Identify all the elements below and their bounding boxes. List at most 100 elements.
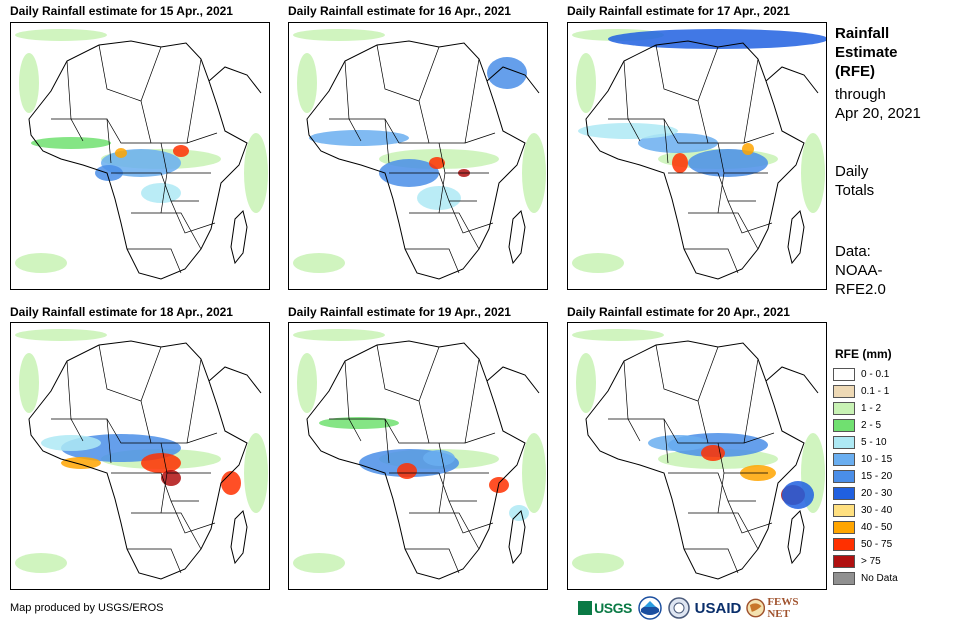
country-border (344, 60, 390, 164)
legend-item: 40 - 50 (833, 519, 892, 535)
country-border (160, 172, 168, 214)
fewsnet-globe-icon (746, 598, 766, 618)
country-border (98, 344, 162, 402)
noaa-logo (637, 596, 663, 620)
rainfall-patch (244, 133, 268, 213)
arabia-coastline (208, 66, 262, 94)
rainfall-patch (173, 145, 189, 157)
africa-coastline (585, 340, 805, 580)
rainfall-patch (221, 471, 241, 495)
legend-item: 2 - 5 (833, 417, 881, 433)
africa-coastline (306, 40, 526, 280)
legend-swatch (833, 452, 855, 466)
country-border (384, 418, 429, 444)
country-border (131, 212, 202, 250)
rainfall-patch (297, 53, 317, 113)
country-border (684, 548, 739, 574)
madagascar-coastline (230, 510, 248, 565)
panel-title-19-apr: Daily Rainfall estimate for 19 Apr., 202… (288, 305, 511, 319)
country-border (98, 44, 162, 102)
country-border (344, 360, 390, 464)
legend-label: 2 - 5 (861, 419, 882, 431)
rainfall-patch (801, 133, 825, 213)
country-border (66, 60, 112, 164)
country-border (329, 118, 362, 142)
legend-label: 0.1 - 1 (861, 385, 890, 397)
country-border (448, 500, 494, 534)
usaid-logo: USAID (692, 596, 744, 620)
rainfall-patch (572, 253, 624, 273)
rainfall-patch (15, 253, 67, 273)
side-daily: Daily (835, 163, 869, 180)
rainfall-patch (576, 353, 596, 413)
legend-label: > 75 (861, 555, 881, 567)
country-border (111, 472, 199, 502)
rainfall-patch (487, 57, 527, 89)
country-border (464, 432, 496, 444)
legend-item: 50 - 75 (833, 536, 892, 552)
country-border (717, 472, 725, 514)
arabia-coastline (208, 366, 262, 394)
legend-item: > 75 (833, 553, 881, 569)
country-border (418, 358, 480, 444)
country-border (688, 512, 759, 550)
country-border (727, 500, 773, 534)
rainfall-patch (572, 329, 664, 341)
rainfall-patch (15, 553, 67, 573)
africa-coastline (306, 340, 526, 580)
side-through-date: Apr 20, 2021 (835, 105, 921, 122)
usgs-logo: USGS (577, 596, 633, 620)
country-border (405, 548, 460, 574)
rainfall-patch (572, 553, 624, 573)
country-border (697, 358, 759, 444)
country-border (668, 172, 756, 202)
side-data-label: Data: (835, 243, 871, 260)
country-border (127, 248, 182, 274)
country-border (663, 418, 708, 444)
arabia-coastline (765, 66, 819, 94)
legend-item: 0 - 0.1 (833, 366, 889, 382)
country-border (329, 418, 362, 442)
legend-swatch (833, 384, 855, 398)
country-border (66, 360, 112, 464)
rainfall-patch (319, 417, 399, 429)
legend-swatch (833, 520, 855, 534)
dos-seal-logo (667, 596, 691, 620)
map-18-apr (10, 322, 270, 590)
country-border (717, 172, 725, 214)
madagascar-coastline (508, 210, 526, 265)
legend-swatch (833, 435, 855, 449)
country-border (668, 472, 756, 502)
rainfall-patch (417, 186, 461, 210)
legend-swatch (833, 571, 855, 585)
legend-item: 15 - 20 (833, 468, 892, 484)
panel-title-20-apr: Daily Rainfall estimate for 20 Apr., 202… (567, 305, 790, 319)
country-border (688, 212, 759, 250)
country-border (438, 172, 446, 214)
legend-label: 40 - 50 (861, 521, 893, 533)
rainfall-patch (19, 53, 39, 113)
madagascar-coastline (508, 510, 526, 565)
rainfall-patch (141, 453, 181, 473)
country-border (376, 44, 440, 102)
africa-coastline (28, 340, 248, 580)
country-border (106, 418, 151, 444)
legend-label: 15 - 20 (861, 470, 893, 482)
legend-swatch (833, 469, 855, 483)
rainfall-patch (15, 329, 107, 341)
legend-label: 50 - 75 (861, 538, 893, 550)
rainfall-patch (161, 470, 181, 486)
usgs-logo-text: USGS (594, 600, 632, 616)
madagascar-coastline (787, 210, 805, 265)
country-border (131, 512, 202, 550)
legend-item: 30 - 40 (833, 502, 892, 518)
country-border (743, 432, 775, 444)
legend-swatch (833, 401, 855, 415)
usaid-logo-text: USAID (694, 599, 742, 617)
map-19-apr (288, 322, 548, 590)
arabia-coastline (765, 366, 819, 394)
rainfall-patch (95, 165, 123, 181)
rainfall-patch (578, 123, 678, 139)
legend-label: 10 - 15 (861, 453, 893, 465)
rainfall-patch (293, 553, 345, 573)
